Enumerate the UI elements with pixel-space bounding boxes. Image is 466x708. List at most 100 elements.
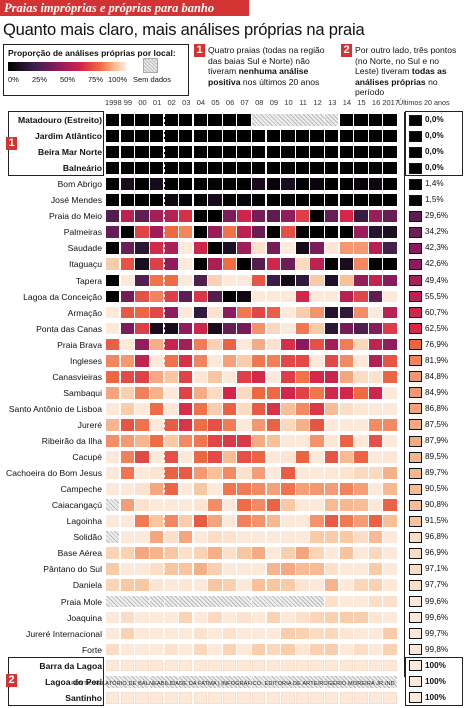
row-label: Forte [81, 644, 102, 655]
group-box [8, 111, 104, 177]
period-divider [149, 114, 151, 708]
heatmap-cell [310, 643, 324, 656]
last20-swatch [409, 499, 422, 511]
year-label: 07 [240, 98, 249, 107]
heatmap-cell [135, 643, 149, 656]
heatmap-cell [237, 579, 251, 592]
heatmap-cell [354, 338, 368, 351]
heatmap-cell [106, 563, 120, 576]
heatmap-cell [325, 515, 339, 528]
last20-swatch [409, 451, 422, 463]
heatmap-cell [383, 194, 397, 207]
last20-swatch [409, 467, 422, 479]
row-label: Caiacangaçú [51, 500, 102, 511]
heatmap-cell [281, 146, 295, 158]
heatmap-cell [135, 467, 149, 479]
heatmap-cell [383, 451, 397, 463]
heatmap-cell [310, 242, 324, 255]
heatmap-cell [368, 595, 383, 608]
heatmap-cell [295, 338, 310, 351]
heatmap-cell [237, 547, 251, 560]
heatmap-cell [295, 467, 310, 479]
row-label: Ponta das Canas [36, 323, 102, 334]
last20-value: 97,1% [425, 564, 449, 574]
heatmap-cell [120, 643, 134, 656]
heatmap-cell [193, 451, 207, 463]
heatmap-cell [179, 162, 193, 174]
heatmap-cell [295, 483, 310, 495]
heatmap-cell [149, 402, 164, 415]
heatmap-cell [208, 274, 222, 287]
last20-value: 60,7% [425, 307, 449, 317]
last20-value: 99,8% [425, 644, 449, 654]
heatmap-cell [368, 162, 383, 174]
heatmap-cell [164, 162, 178, 174]
year-label: 03 [182, 98, 191, 107]
heatmap-cell [310, 451, 324, 463]
heatmap-cell [252, 194, 266, 207]
heatmap-cell [252, 467, 266, 479]
heatmap-cell [222, 386, 237, 399]
heatmap-cell [368, 242, 383, 255]
heatmap-cell [135, 547, 149, 560]
heatmap-cell [120, 451, 134, 463]
heatmap-cell [237, 451, 251, 463]
heatmap-cell [106, 258, 120, 271]
heatmap-cell [281, 499, 295, 511]
heatmap-cell [368, 659, 383, 672]
heatmap-cell [164, 242, 178, 255]
heatmap-cell [310, 162, 324, 174]
heatmap-cell [383, 290, 397, 303]
last20-swatch [409, 226, 422, 238]
heatmap-cell [237, 483, 251, 495]
last20-value: 90,8% [425, 500, 449, 510]
heatmap-cell [266, 162, 280, 174]
heatmap-cell [208, 242, 222, 255]
heatmap-cell [179, 451, 193, 463]
heatmap-cell [266, 691, 280, 704]
heatmap-cell [354, 194, 368, 207]
heatmap-cell [149, 354, 164, 367]
heatmap-cell [135, 322, 149, 335]
heatmap-cell [354, 306, 368, 319]
row-label: Pântano do Sul [43, 564, 102, 575]
heatmap-cell [281, 643, 295, 656]
heatmap-cell [310, 531, 324, 544]
heatmap-cell [310, 402, 324, 415]
heatmap-cell [354, 146, 368, 158]
heatmap-cell [193, 627, 207, 640]
last20-value: 42,6% [425, 259, 449, 269]
heatmap-cell [179, 338, 193, 351]
heatmap-cell [237, 114, 251, 126]
row-label: Ribeirão da Ilha [41, 436, 102, 446]
heatmap-cell [208, 611, 222, 624]
heatmap-cell [310, 146, 324, 158]
heatmap-cell [179, 483, 193, 495]
last20-swatch [409, 676, 422, 688]
heatmap-cell [208, 226, 222, 239]
last20-value: 1,5% [425, 195, 444, 205]
heatmap-cell [106, 386, 120, 399]
heatmap-cell [252, 370, 266, 383]
last20-value: 100% [425, 660, 446, 670]
heatmap-cell [339, 146, 353, 158]
heatmap-cell [120, 162, 134, 174]
heatmap-cell [354, 659, 368, 672]
heatmap-cell [383, 242, 397, 255]
heatmap-cell [120, 515, 134, 528]
heatmap-cell [120, 354, 134, 367]
heatmap-cell [149, 146, 164, 158]
heatmap-cell [368, 515, 383, 528]
heatmap-cell [164, 210, 178, 223]
row-label: Bom Abrigo [57, 179, 102, 190]
heatmap-cell [325, 274, 339, 287]
heatmap-cell [354, 563, 368, 576]
heatmap-cell [325, 370, 339, 383]
last20-swatch [409, 291, 422, 303]
year-label: 05 [211, 98, 220, 107]
heatmap-cell [237, 274, 251, 287]
heatmap-cell [222, 162, 237, 174]
year-label: 12 [313, 98, 322, 107]
heatmap-cell [295, 290, 310, 303]
heatmap-cell [179, 547, 193, 560]
